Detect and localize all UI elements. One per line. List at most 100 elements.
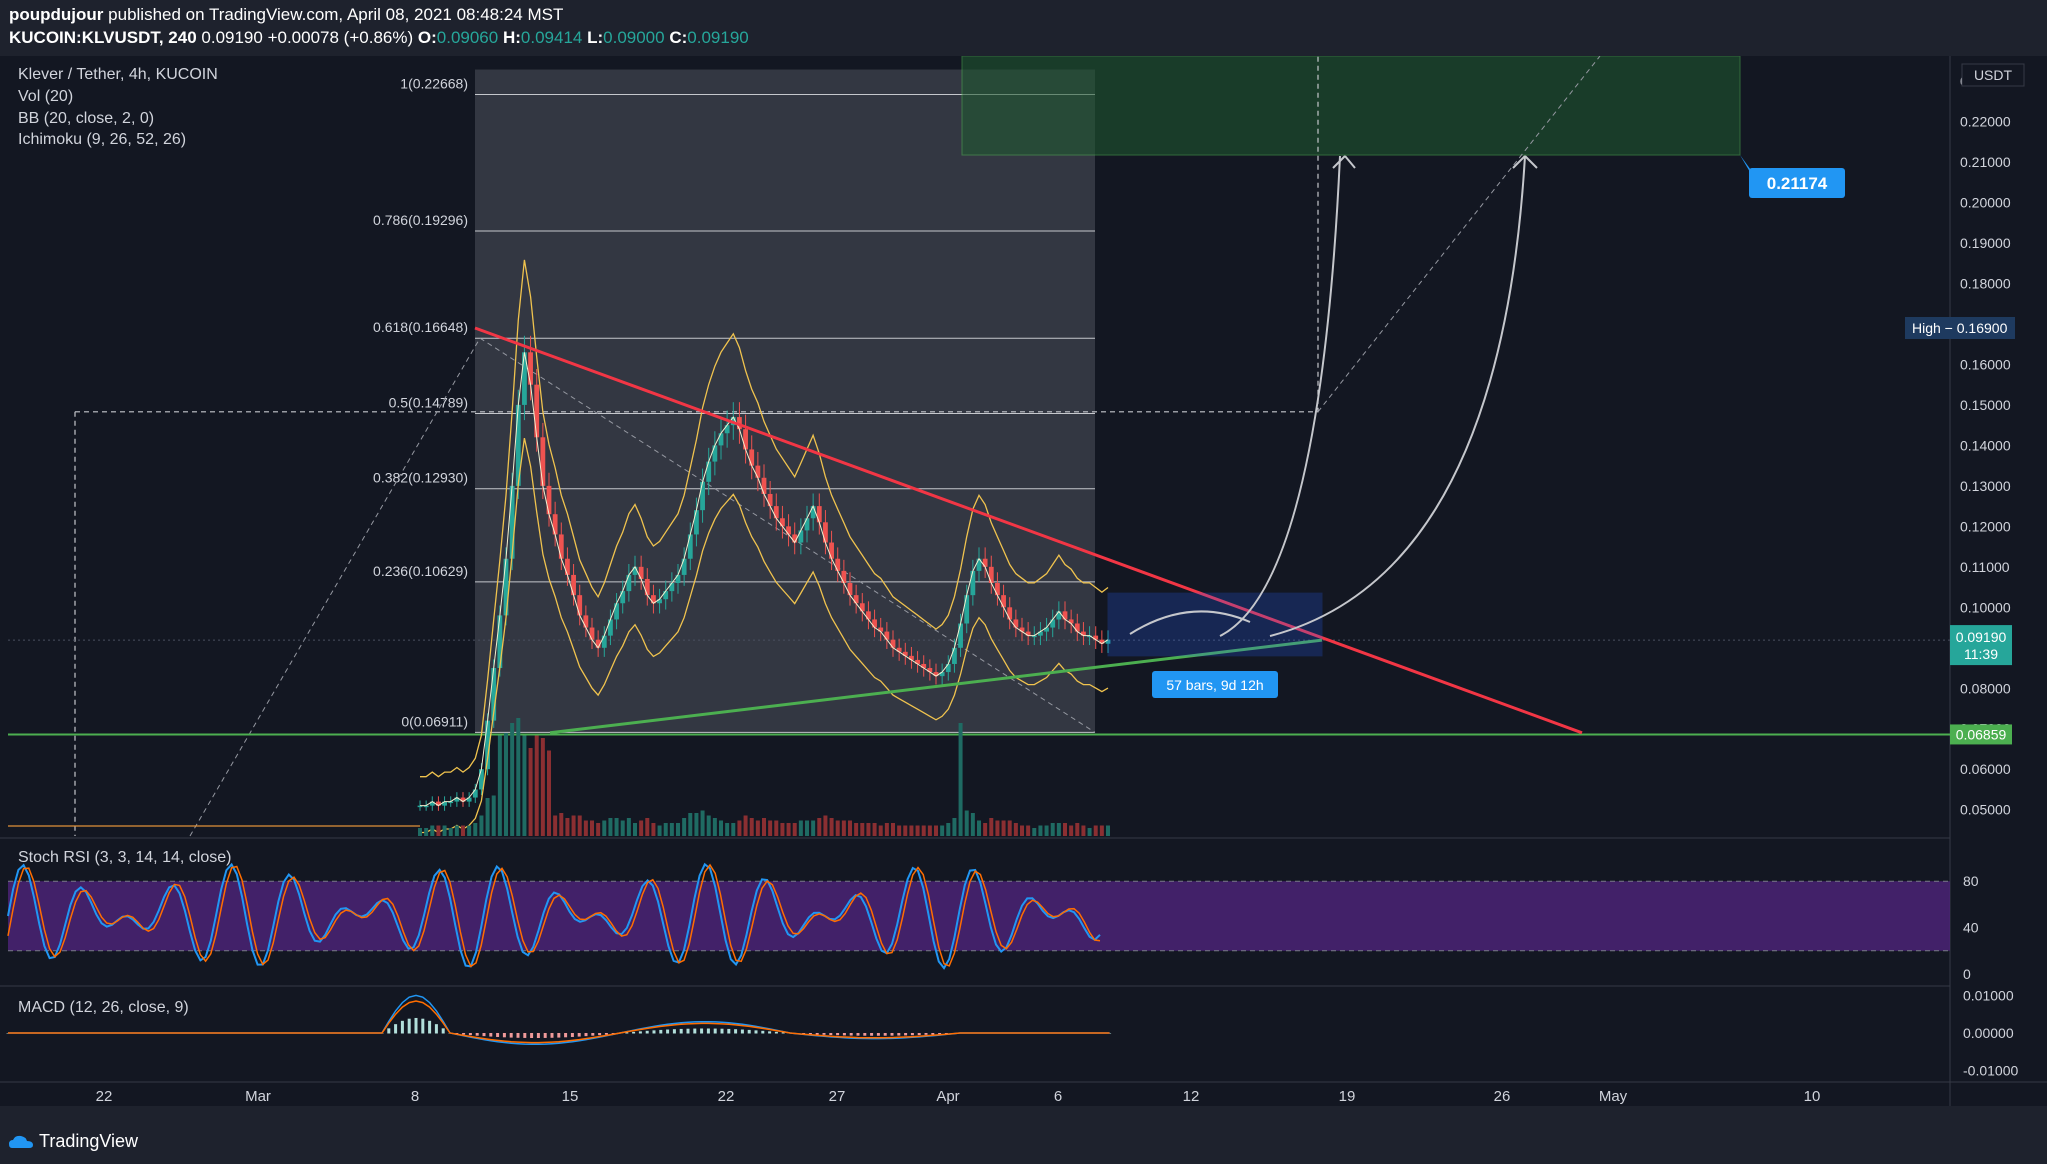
volume-bar bbox=[559, 813, 564, 836]
macd-histogram-bar bbox=[577, 1033, 581, 1037]
volume-bar bbox=[983, 823, 988, 836]
high-badge bbox=[1905, 317, 2015, 340]
macd-histogram-bar bbox=[897, 1033, 901, 1036]
candle-body bbox=[448, 801, 454, 804]
macd-histogram-bar bbox=[468, 1033, 472, 1036]
legend-macd[interactable]: MACD (12, 26, close, 9) bbox=[18, 999, 189, 1016]
dashed-trend-projection bbox=[189, 337, 481, 837]
volume-bar bbox=[878, 825, 883, 836]
fib-label: 1(0.22668) bbox=[400, 76, 468, 92]
volume-bar bbox=[620, 820, 625, 836]
candle-body bbox=[522, 352, 527, 405]
volume-bar bbox=[1044, 825, 1049, 836]
currency-label-box bbox=[1961, 63, 2025, 87]
legend-bollinger[interactable]: BB (20, close, 2, 0) bbox=[18, 110, 155, 127]
macd-histogram-bar bbox=[883, 1033, 887, 1036]
open-label: O: bbox=[417, 28, 437, 47]
volume-bar bbox=[479, 815, 484, 836]
volume-bar bbox=[577, 815, 582, 836]
volume-bar bbox=[1032, 828, 1037, 836]
candle-body bbox=[724, 425, 730, 434]
volume-bar bbox=[706, 815, 711, 836]
candle-body bbox=[669, 583, 675, 592]
volume-bar bbox=[418, 828, 422, 836]
candle-body bbox=[583, 615, 589, 628]
macd-histogram-bar bbox=[734, 1029, 738, 1034]
symbol-label[interactable]: KUCOIN:KLVUSDT, 240 bbox=[9, 28, 197, 47]
candle-body bbox=[1013, 619, 1019, 628]
volume-bar bbox=[798, 820, 803, 836]
candle-body bbox=[626, 574, 632, 592]
time-tick-label: 22 bbox=[96, 1088, 113, 1105]
volume-bar bbox=[1001, 820, 1006, 836]
volume-bar bbox=[1099, 825, 1104, 836]
macd-histogram-bar bbox=[638, 1031, 642, 1034]
volume-bar bbox=[430, 825, 435, 836]
volume-bar bbox=[694, 813, 699, 836]
legend-ichimoku[interactable]: Ichimoku (9, 26, 52, 26) bbox=[18, 131, 187, 148]
macd-histogram-bar bbox=[747, 1029, 751, 1034]
legend-title[interactable]: Klever / Tether, 4h, KUCOIN bbox=[18, 66, 218, 83]
candle-body bbox=[565, 558, 570, 575]
price-chart[interactable]: 1(0.22668) 0.786(0.19296) 0.618(0.16648) 0.… bbox=[0, 56, 2047, 1106]
volume-bar bbox=[725, 823, 730, 836]
tradingview-logo[interactable]: TradingView bbox=[8, 1131, 138, 1152]
candle-body bbox=[601, 635, 607, 648]
published-text: published on TradingView.com, April 08, … bbox=[108, 5, 564, 24]
author-name[interactable]: poupdujour bbox=[9, 5, 104, 24]
time-tick-label: 15 bbox=[562, 1088, 579, 1105]
volume-bar bbox=[891, 823, 895, 836]
volume-bar bbox=[1075, 823, 1080, 836]
candle-body bbox=[546, 485, 552, 515]
macd-histogram-bar bbox=[856, 1033, 860, 1036]
volume-bar bbox=[528, 748, 533, 836]
candle-body bbox=[423, 805, 429, 808]
candle-body bbox=[878, 627, 884, 632]
volume-bar bbox=[989, 818, 994, 836]
volume-bar bbox=[977, 820, 981, 836]
price-tick-label: 0.05000 bbox=[1960, 802, 2011, 818]
volume-bar bbox=[860, 823, 865, 836]
arrow-head-left bbox=[1332, 155, 1356, 169]
footer-bar bbox=[0, 1106, 2047, 1164]
candle-body bbox=[540, 437, 546, 486]
price-tick-label: 0.19000 bbox=[1960, 235, 2011, 251]
fib-label: 0.618(0.16648) bbox=[373, 319, 468, 335]
volume-bar bbox=[1007, 820, 1012, 836]
candle-body bbox=[896, 647, 902, 652]
volume-bar bbox=[442, 825, 447, 836]
volume-bar bbox=[461, 825, 465, 836]
volume-bar bbox=[645, 818, 650, 836]
candle-body bbox=[767, 493, 773, 507]
macd-tick-label: 0.00000 bbox=[1963, 1025, 2014, 1041]
price-tick-label: 0.20000 bbox=[1960, 195, 2011, 211]
price-tick-label: 0.11000 bbox=[1960, 559, 2010, 575]
price-axis-background bbox=[1950, 56, 2047, 1106]
candle-body bbox=[429, 801, 435, 806]
volume-bar bbox=[786, 823, 791, 836]
volume-bar bbox=[669, 823, 674, 836]
macd-histogram-bar bbox=[591, 1033, 595, 1036]
volume-bar bbox=[1069, 825, 1074, 836]
macd-histogram-bar bbox=[870, 1033, 874, 1036]
volume-bar bbox=[522, 735, 527, 836]
volume-bar bbox=[1038, 825, 1043, 836]
volume-bar bbox=[633, 823, 637, 836]
price-tick-label: 0.22000 bbox=[1960, 114, 2011, 130]
fib-label: 0.786(0.19296) bbox=[373, 212, 468, 228]
macd-histogram-bar bbox=[536, 1033, 540, 1039]
descending-resistance-line bbox=[474, 326, 1583, 735]
candle-body bbox=[939, 672, 945, 677]
macd-histogram-bar bbox=[434, 1024, 438, 1034]
candle-body bbox=[472, 789, 478, 798]
fibonacci-range-box bbox=[475, 69, 1095, 733]
legend-stoch-rsi[interactable]: Stoch RSI (3, 3, 14, 14, close) bbox=[18, 849, 232, 866]
volume-bar bbox=[866, 823, 871, 836]
macd-histogram-bar bbox=[523, 1033, 527, 1038]
candle-body bbox=[509, 485, 515, 559]
legend-volume[interactable]: Vol (20) bbox=[18, 88, 74, 105]
volume-bar bbox=[583, 820, 588, 836]
candle-body bbox=[945, 663, 951, 673]
volume-bar bbox=[1087, 828, 1092, 836]
candle-body bbox=[552, 514, 558, 535]
